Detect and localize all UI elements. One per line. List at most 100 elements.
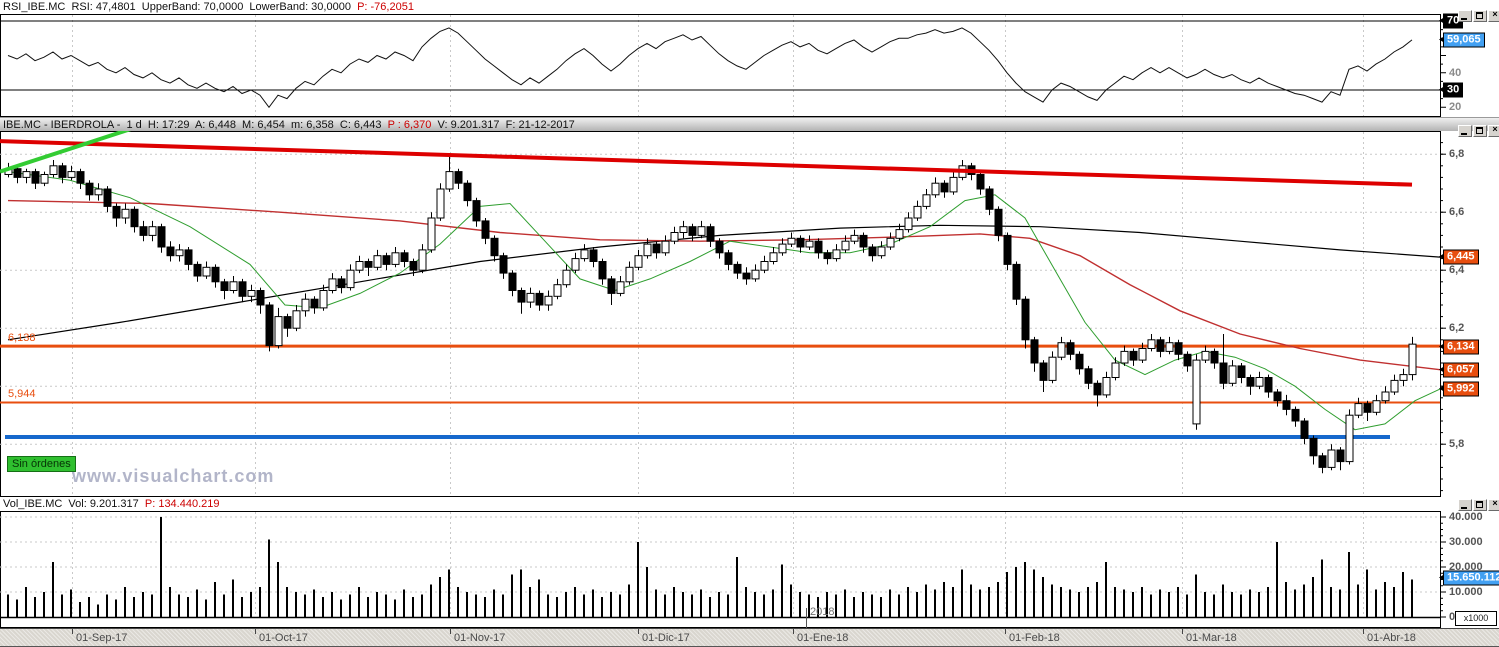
volume-plot-border (0, 511, 1441, 628)
candle-body (166, 246, 175, 257)
candle-body (931, 182, 940, 196)
volume-bar (538, 579, 540, 617)
volume-bar (331, 592, 333, 617)
level-label: 6,138 (8, 332, 36, 345)
candle-body (13, 168, 22, 178)
candle-body (544, 295, 553, 306)
candle-body (1048, 356, 1057, 381)
price-window-controls: × (1458, 124, 1499, 137)
candle-body (904, 217, 913, 231)
price-plot[interactable] (0, 131, 1499, 497)
watermark: www.visualchart.com (72, 466, 275, 486)
volume-bar (1087, 587, 1089, 617)
volume-bar (151, 594, 153, 617)
candle-body (328, 278, 337, 291)
volume-bar (304, 594, 306, 617)
volume-bar (1240, 594, 1242, 617)
candle-body (589, 249, 598, 263)
volume-bar (862, 592, 864, 617)
candle-body (751, 269, 760, 280)
candle-body (769, 252, 778, 263)
close-button[interactable]: × (1488, 124, 1499, 137)
candle-body (256, 290, 265, 306)
volume-bar (466, 592, 468, 617)
volume-bar (448, 569, 450, 617)
candle-body (265, 304, 274, 347)
close-icon: × (1492, 124, 1498, 134)
candle-body (1363, 403, 1372, 413)
volume-bar (178, 594, 180, 617)
candle-body (859, 234, 868, 248)
volume-bar (673, 587, 675, 617)
volume-bar (1366, 569, 1368, 617)
volume-bar (790, 584, 792, 617)
close-button[interactable]: × (1488, 9, 1499, 22)
candle-body (877, 246, 886, 257)
candle-body (67, 171, 76, 178)
volume-bar (160, 517, 162, 617)
volume-bar (430, 584, 432, 617)
ma-fast-green (7, 171, 1441, 431)
candle-body (625, 266, 634, 283)
price-axis-badge: 6,445 (1439, 249, 1479, 265)
maximize-button[interactable] (1473, 10, 1487, 22)
up-trend-segment-line (0, 131, 132, 174)
maximize-button[interactable] (1473, 499, 1487, 511)
candle-body (130, 208, 139, 228)
volume-axis-label: 30.000 (1449, 536, 1483, 548)
x-axis-label: 01-Mar-18 (1186, 632, 1237, 644)
volume-bar (394, 599, 396, 617)
volume-bar (1402, 572, 1404, 617)
volume-bar (1159, 589, 1161, 617)
close-button[interactable]: × (1488, 498, 1499, 511)
volume-bar (547, 594, 549, 617)
candle-body (1246, 377, 1255, 387)
candle-body (670, 232, 679, 242)
candle-body (31, 171, 40, 184)
volume-bar (826, 592, 828, 617)
volume-bar (1249, 589, 1251, 617)
candle-body (895, 229, 904, 239)
candle-body (202, 266, 211, 277)
candle-body (211, 266, 220, 283)
no-orders-badge: Sin órdenes (7, 456, 76, 472)
volume-bar (232, 579, 234, 617)
candle-body (499, 255, 508, 274)
candle-body (49, 165, 58, 175)
volume-bar (970, 584, 972, 617)
volume-axis-label: 20.000 (1449, 561, 1483, 573)
x-axis-label: 01-Abr-18 (1367, 632, 1416, 644)
candle-body (1228, 365, 1237, 384)
candle-body (724, 252, 733, 265)
candle-body (139, 226, 148, 236)
candle-body (607, 278, 616, 294)
candle-body (643, 243, 652, 257)
candle-body (1021, 298, 1030, 341)
candle-body (1390, 379, 1399, 393)
candle-body (886, 237, 895, 248)
minimize-button[interactable] (1458, 125, 1472, 137)
volume-plot[interactable] (0, 511, 1499, 628)
candle-body (184, 249, 193, 265)
candle-body (1219, 362, 1228, 384)
volume-bar (1105, 562, 1107, 617)
price-header: IBE.MC - IBERDROLA - 1 d H: 17:29 A: 6,4… (0, 117, 1499, 131)
candle-body (409, 261, 418, 271)
candle-body (1174, 342, 1183, 355)
volume-bar (1006, 572, 1008, 617)
candle-body (445, 171, 454, 190)
rsi-plot[interactable] (0, 14, 1499, 117)
candle-body (157, 226, 166, 248)
volume-bar (961, 569, 963, 617)
candle-body (283, 316, 292, 329)
minimize-button[interactable] (1458, 10, 1472, 22)
maximize-button[interactable] (1473, 125, 1487, 137)
maximize-icon (1476, 12, 1483, 19)
candle-body (1111, 362, 1120, 378)
volume-bar (403, 589, 405, 617)
minimize-button[interactable] (1458, 499, 1472, 511)
volume-bar (565, 592, 567, 617)
volume-bar (853, 597, 855, 617)
candle-body (661, 240, 670, 254)
